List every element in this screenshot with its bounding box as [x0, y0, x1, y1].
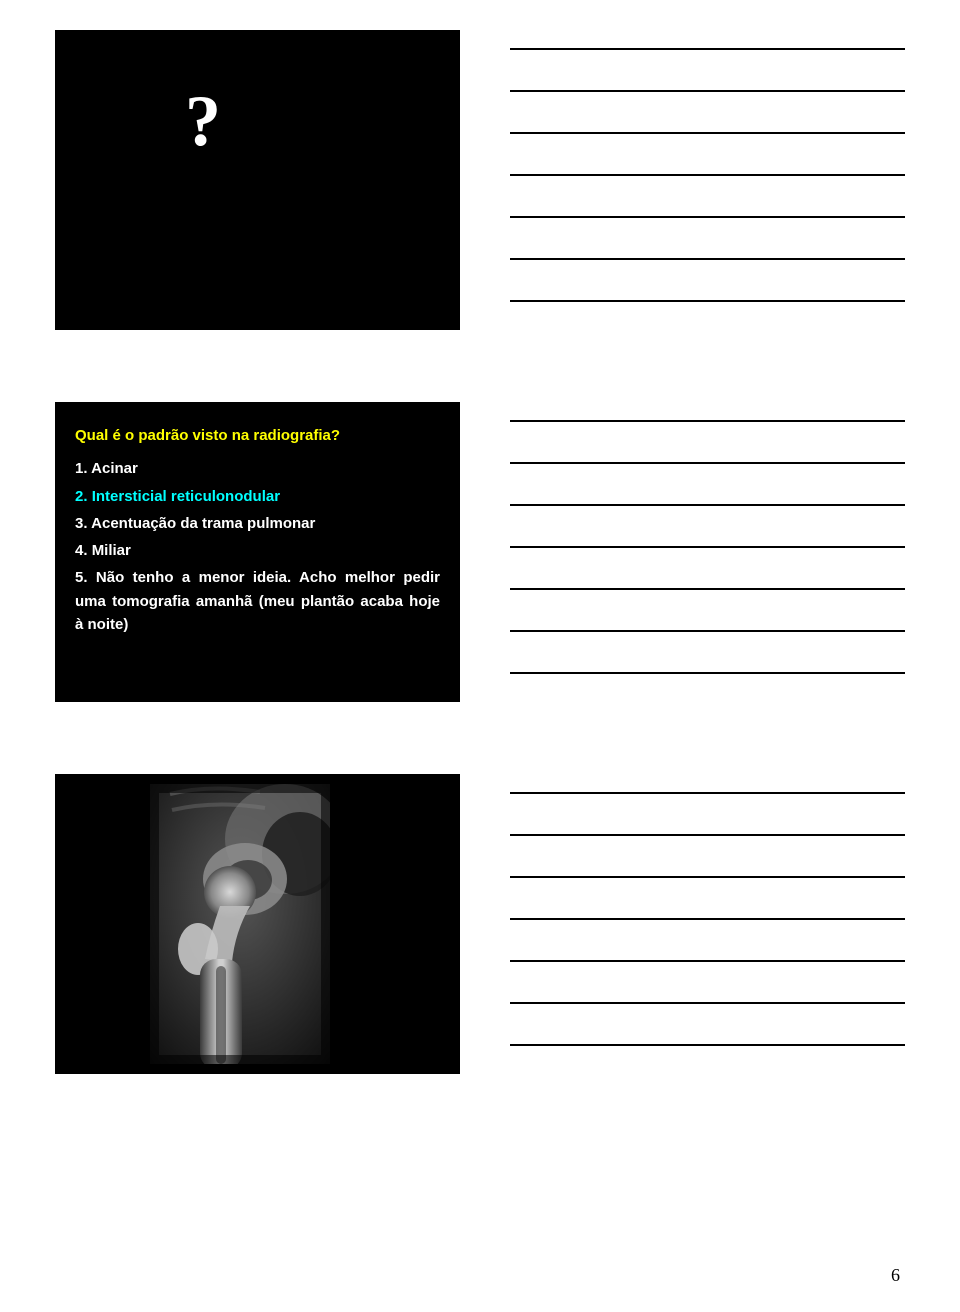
item-text: Acinar — [91, 460, 138, 477]
note-line — [510, 300, 905, 302]
note-line — [510, 462, 905, 464]
quiz-item-2: 2. Intersticial reticulonodular — [75, 485, 440, 508]
item-text: Acentuação da trama pulmonar — [91, 515, 315, 532]
quiz-item-3: 3. Acentuação da trama pulmonar — [75, 512, 440, 535]
xray-svg — [150, 784, 330, 1064]
notes-2 — [510, 402, 905, 714]
row-3 — [55, 774, 905, 1086]
quiz-block: Qual é o padrão visto na radiografia? 1.… — [55, 402, 460, 660]
note-line — [510, 792, 905, 794]
note-line — [510, 672, 905, 674]
question-mark: ? — [185, 80, 221, 163]
item-num: 4. — [75, 542, 88, 559]
item-num: 1. — [75, 460, 88, 477]
note-line — [510, 876, 905, 878]
slide-2: Qual é o padrão visto na radiografia? 1.… — [55, 402, 460, 702]
item-text: Miliar — [92, 542, 131, 559]
note-line — [510, 546, 905, 548]
note-line — [510, 216, 905, 218]
notes-1 — [510, 30, 905, 342]
note-line — [510, 258, 905, 260]
handout-page: ? Qual é o padrão visto na radiografia? … — [0, 0, 960, 1312]
row-2: Qual é o padrão visto na radiografia? 1.… — [55, 402, 905, 714]
note-line — [510, 588, 905, 590]
note-line — [510, 48, 905, 50]
note-line — [510, 834, 905, 836]
note-line — [510, 132, 905, 134]
quiz-title: Qual é o padrão visto na radiografia? — [75, 424, 440, 447]
xray-image — [150, 784, 330, 1064]
note-line — [510, 960, 905, 962]
page-number: 6 — [891, 1265, 900, 1286]
note-line — [510, 420, 905, 422]
item-num: 5. — [75, 569, 88, 586]
slide-1: ? — [55, 30, 460, 330]
notes-3 — [510, 774, 905, 1086]
note-line — [510, 174, 905, 176]
quiz-item-5: 5. Não tenho a menor ideia. Acho melhor … — [75, 566, 440, 636]
item-num: 3. — [75, 515, 88, 532]
slide-3 — [55, 774, 460, 1074]
note-line — [510, 90, 905, 92]
note-line — [510, 918, 905, 920]
note-line — [510, 1044, 905, 1046]
item-text: Não tenho a menor ideia. Acho melhor ped… — [75, 569, 440, 633]
note-line — [510, 1002, 905, 1004]
item-num: 2. — [75, 488, 88, 505]
quiz-item-1: 1. Acinar — [75, 457, 440, 480]
note-line — [510, 504, 905, 506]
note-line — [510, 630, 905, 632]
row-1: ? — [55, 30, 905, 342]
quiz-item-4: 4. Miliar — [75, 539, 440, 562]
item-text: Intersticial reticulonodular — [92, 488, 280, 505]
